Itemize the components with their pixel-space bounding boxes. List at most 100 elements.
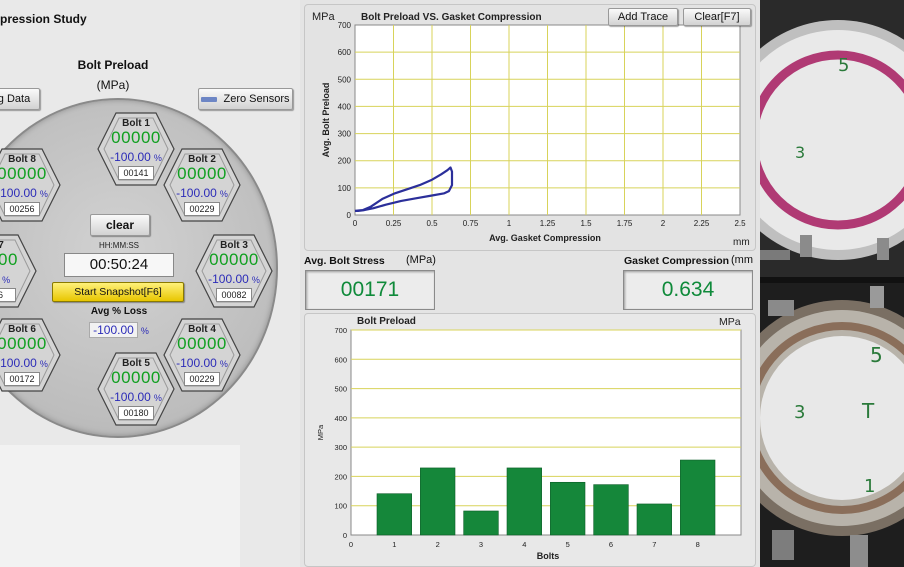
bolt-readout: 00229: [184, 202, 220, 216]
x-tick-label: 8: [696, 540, 700, 549]
bar-chart-unit: MPa: [719, 316, 741, 328]
bolt-5-gauge: Bolt 5 00000 -100.00% 00180: [96, 350, 176, 428]
y-tick-label: 600: [338, 48, 352, 57]
bolt-loss-row: -100.00%: [194, 272, 274, 286]
x-tick-label: 6: [609, 540, 613, 549]
hexagon-icon: [163, 148, 241, 222]
x-tick-label: 2: [436, 540, 440, 549]
bar-bolt-5: [550, 481, 586, 536]
y-tick-label: 0: [343, 531, 347, 540]
bolt-loss-unit: %: [153, 153, 162, 163]
bolt-readout: 00141: [118, 166, 154, 180]
line-chart-x-unit: mm: [733, 237, 750, 248]
bar-bolt-2: [420, 467, 456, 536]
log-data-button[interactable]: g Data: [0, 88, 40, 110]
bolt-label: Bolt 3: [220, 240, 248, 251]
bolt-readout: 00256: [4, 202, 40, 216]
y-tick-label: 200: [338, 157, 352, 166]
elapsed-time-display: 00:50:24: [64, 253, 174, 277]
bolt-loss-row: -100.00%: [0, 356, 62, 370]
x-tick-label: 0.75: [463, 219, 479, 228]
avg-bolt-stress-label: Avg. Bolt Stress: [304, 255, 385, 267]
bolt-loss-unit: %: [39, 189, 48, 199]
bolt-loss-row: -100.00%: [162, 356, 242, 370]
bar-chart-plot: 0 100 200 300 400 500 600 700 0 1 2 3 4 5 6 7 8 Bolt Prel…: [316, 316, 742, 561]
x-tick-label: 2: [661, 219, 666, 228]
photo-bottom-mark-1: 1: [864, 476, 875, 497]
y-tick-label: 100: [338, 184, 352, 193]
bolt-preload-bar-chart: 0 100 200 300 400 500 600 700 0 1 2 3 4 5 6 7 8 Bolt Prel…: [304, 313, 756, 567]
app-title: pression Study: [0, 12, 87, 26]
y-tick-label: 400: [334, 414, 347, 423]
bolt-label: Bolt 5: [122, 358, 150, 369]
x-tick-label: 2.25: [694, 219, 710, 228]
preload-trace-line: [354, 166, 454, 212]
x-tick-label: 1: [507, 219, 512, 228]
bolt-label: t 7: [0, 240, 4, 251]
bolt-loss-value: -100.00: [176, 356, 217, 370]
photo-bottom-mark-5: 5: [870, 343, 883, 367]
avg-loss-value: -100.00: [89, 322, 138, 338]
clear-label: clear: [105, 218, 135, 232]
x-tick-label: 1: [392, 540, 396, 549]
bolt-value: 00000: [177, 334, 227, 353]
start-snapshot-button[interactable]: Start Snapshot[F6]: [52, 282, 184, 302]
avg-loss-label: Avg % Loss: [90, 306, 148, 317]
bolt-loss-value: -100.00: [110, 390, 151, 404]
bar-bolt-7: [636, 503, 672, 536]
x-tick-label: 4: [522, 540, 526, 549]
bolt-loss-value: -100.00: [208, 272, 249, 286]
avg-loss-row: -100.00%: [64, 322, 174, 338]
bar-bolt-3: [463, 510, 499, 536]
clear-button[interactable]: clear: [90, 214, 150, 236]
y-tick-label: 700: [334, 326, 347, 335]
photo-bottom-mark-3: 3: [794, 402, 805, 423]
line-chart-y-label: Avg. Bolt Preload: [321, 83, 331, 158]
y-tick-label: 500: [338, 75, 352, 84]
x-tick-label: 1.75: [617, 219, 633, 228]
bolt-loss-row: -100.00%: [96, 150, 176, 164]
y-tick-label: 400: [338, 102, 352, 111]
gasket-compression-unit: (mm: [731, 254, 753, 266]
photo-top-mark-3: 3: [795, 143, 805, 162]
bolt-loss-unit: %: [219, 359, 228, 369]
bolt-label: Bolt 6: [8, 324, 36, 335]
bolt-readout: 06: [0, 288, 16, 302]
bolt-2-gauge: Bolt 2 00000 -100.00% 00229: [162, 146, 242, 224]
gasket-compression-label: Gasket Compression: [624, 255, 730, 267]
clear-f7-button[interactable]: Clear[F7]: [683, 8, 751, 26]
add-trace-button[interactable]: Add Trace: [608, 8, 678, 26]
line-chart-y-unit: MPa: [312, 11, 336, 23]
bolt-loss-unit: %: [2, 275, 11, 285]
preload-title: Bolt Preload: [77, 58, 149, 72]
log-data-label: g Data: [0, 93, 31, 105]
bolt-3-gauge: Bolt 3 00000 -100.00% 00082: [194, 232, 274, 310]
y-tick-label: 0: [347, 211, 352, 220]
y-tick-label: 600: [334, 355, 347, 364]
bolt-loss-unit: %: [219, 189, 228, 199]
bolt-loss-unit: %: [251, 275, 260, 285]
y-tick-label: 100: [334, 502, 347, 511]
gasket-photo-image: 5 3 5 T 3 1: [760, 0, 904, 567]
bolt-value: 00000: [111, 368, 161, 387]
bolt-loss-unit: %: [39, 359, 48, 369]
bolt-label: Bolt 8: [8, 154, 36, 165]
zero-sensors-button[interactable]: Zero Sensors: [198, 88, 293, 110]
bolt-readout: 00172: [4, 372, 40, 386]
x-tick-label: 5: [566, 540, 570, 549]
bolt-label: Bolt 2: [188, 154, 216, 165]
bolt-6-gauge: Bolt 6 00000 -100.00% 00172: [0, 316, 62, 394]
bolt-value: 00000: [111, 128, 161, 147]
time-caption: HH:MM:SS: [99, 241, 139, 250]
bolt-readout: 00229: [184, 372, 220, 386]
bolt-1-gauge: Bolt 1 00000 -100.00% 00141: [96, 110, 176, 188]
bolt-loss-value: -100.00: [0, 186, 37, 200]
bolt-loss-value: -100.00: [0, 356, 37, 370]
bolt-loss-row: -100.00%: [0, 186, 62, 200]
bolt-value: 00000: [209, 250, 259, 269]
add-trace-label: Add Trace: [617, 11, 669, 23]
bolt-loss-unit: %: [153, 393, 162, 403]
bolt-loss-value: -100.00: [176, 186, 217, 200]
preload-vs-compression-chart: 0 100 200 300 400 500 600 700 0 0.25 0.5 0.75 1 1.25 1…: [304, 4, 756, 251]
